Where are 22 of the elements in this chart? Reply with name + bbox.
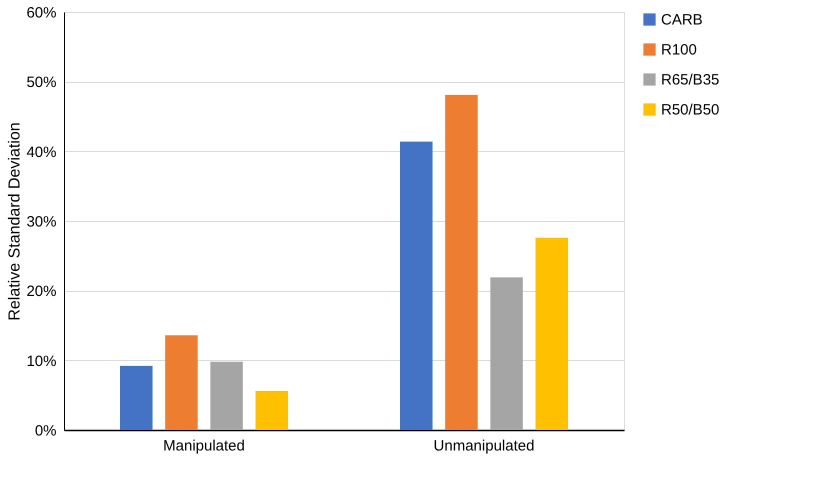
y-axis-title: Relative Standard Deviation [6,122,24,321]
y-tick-label: 0% [34,422,56,440]
x-tick-label: Unmanipulated [434,438,534,454]
bar [400,142,433,430]
x-tick-label: Manipulated [163,438,245,454]
bar [120,366,153,430]
bar [255,390,288,430]
bar [210,362,243,430]
y-tick-label: 10% [26,352,56,370]
legend-label: R100 [661,42,697,58]
legend-label: R50/B50 [661,102,720,118]
legend-label: R65/B35 [661,72,720,88]
bar [165,335,198,430]
legend-label: CARB [661,12,703,28]
bar [445,94,478,430]
bar [490,277,523,430]
y-tick-label: 40% [26,144,56,161]
y-tick-label: 30% [26,214,56,230]
y-tick-label: 60% [26,4,56,22]
bar [535,238,568,430]
y-tick-label: 20% [26,283,56,300]
y-tick-label: 50% [26,74,56,92]
